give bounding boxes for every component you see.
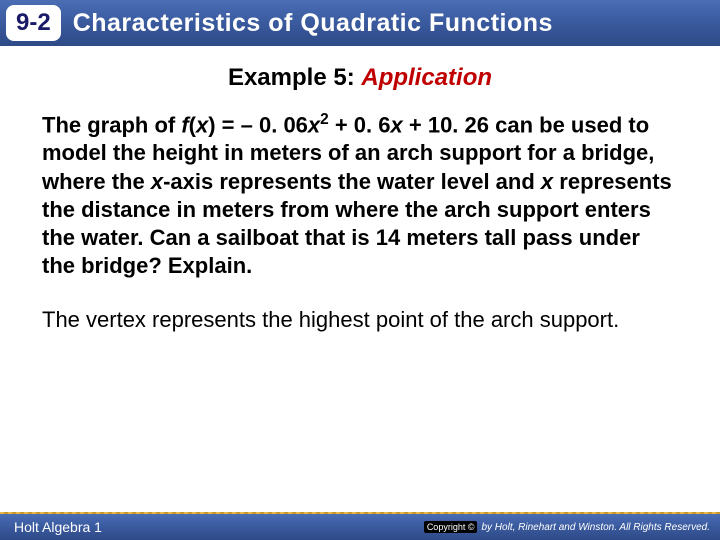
example-type-label: Application [361, 64, 492, 91]
book-title: Holt Algebra 1 [14, 519, 102, 535]
problem-statement: The graph of f(x) = – 0. 06x2 + 0. 6x + … [42, 110, 678, 280]
coef-a: – 0. 06 [241, 112, 308, 137]
example-number-label: Example 5: [228, 64, 355, 91]
mid-text-3: -axis represents the water level and [163, 169, 541, 194]
var-x3: x [151, 169, 163, 194]
section-number-badge: 9-2 [6, 5, 61, 41]
slide-header: 9-2 Characteristics of Quadratic Functio… [0, 0, 720, 46]
copyright-text: by Holt, Rinehart and Winston. All Right… [481, 522, 710, 533]
var-x4: x [541, 169, 553, 194]
function-name: f [181, 112, 188, 137]
slide-content: Example 5: Application The graph of f(x)… [0, 46, 720, 334]
copyright-badge: Copyright © [424, 521, 478, 533]
example-heading: Example 5: Application [42, 64, 678, 92]
problem-text-prefix: The graph of [42, 112, 181, 137]
var-x1: x [308, 112, 320, 137]
explanation-text: The vertex represents the highest point … [42, 306, 678, 334]
slide-footer: Holt Algebra 1 Copyright © by Holt, Rine… [0, 514, 720, 540]
paren-close-eq: ) = [208, 112, 240, 137]
paren-open: ( [189, 112, 196, 137]
exponent-2: 2 [320, 111, 329, 128]
section-title: Characteristics of Quadratic Functions [73, 9, 553, 38]
var-x2: x [391, 112, 403, 137]
function-var: x [196, 112, 208, 137]
copyright-notice: Copyright © by Holt, Rinehart and Winsto… [424, 521, 710, 533]
mid-text-1: + 0. 6 [329, 112, 391, 137]
